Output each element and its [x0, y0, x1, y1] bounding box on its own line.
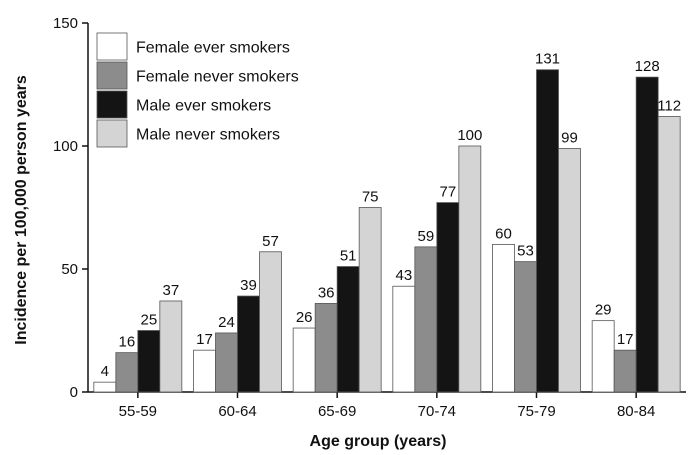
data-label: 39: [240, 277, 257, 294]
legend-swatch: [96, 32, 128, 61]
bar: [115, 352, 139, 393]
data-label: 53: [517, 243, 534, 260]
bar: [414, 246, 438, 393]
data-label: 17: [617, 331, 634, 348]
bar: [392, 285, 416, 393]
legend-swatch: [96, 119, 128, 148]
y-tick-label: 150: [53, 15, 78, 32]
y-axis: 0 50 100 150: [53, 15, 89, 401]
data-label: 4: [101, 363, 109, 380]
legend-label: Female ever smokers: [136, 40, 290, 57]
x-tick-label: 55-59: [119, 403, 157, 420]
y-tick-label: 50: [61, 261, 78, 278]
legend-label: Female never smokers: [136, 69, 299, 86]
data-label: 43: [395, 267, 412, 284]
bar: [514, 261, 537, 393]
bar: [259, 251, 282, 393]
y-tick-label: 100: [53, 138, 78, 155]
y-tick-label: 0: [70, 384, 78, 401]
bar: [635, 76, 659, 393]
bar: [137, 330, 161, 393]
data-label: 29: [595, 302, 612, 319]
bars: [93, 69, 681, 393]
bar: [492, 243, 515, 393]
legend: Female ever smokers Female never smokers M…: [96, 32, 299, 148]
data-label: 16: [118, 334, 135, 351]
data-label: 37: [162, 282, 179, 299]
data-labels: 4 16 25 37 17 24 39 57 26 36 51 75 43 59 77 100 60 53 131 9…: [101, 51, 681, 380]
data-label: 25: [140, 312, 157, 329]
x-tick-label: 60-64: [218, 403, 256, 420]
data-label: 99: [561, 129, 578, 146]
bar: [436, 202, 460, 393]
data-label: 100: [457, 127, 482, 144]
bar: [314, 303, 338, 393]
bar: [458, 145, 482, 393]
data-label: 60: [495, 225, 512, 242]
data-label: 75: [362, 189, 379, 206]
bar: [358, 207, 382, 393]
x-tick-label: 75-79: [517, 403, 555, 420]
data-label: 77: [439, 184, 456, 201]
bar: [657, 116, 681, 393]
bar: [93, 381, 117, 393]
x-axis: 55-59 60-64 65-69 70-74 75-79 80-84: [88, 391, 686, 420]
y-axis-title: Incidence per 100,000 person years: [13, 75, 30, 345]
bar: [558, 148, 581, 393]
data-label: 26: [296, 309, 313, 326]
x-tick-label: 65-69: [318, 403, 356, 420]
legend-swatch: [96, 90, 128, 119]
legend-swatch: [96, 61, 128, 90]
data-label: 112: [657, 97, 681, 114]
data-label: 59: [417, 228, 434, 245]
data-label: 36: [318, 284, 335, 301]
bar: [193, 349, 216, 393]
bar: [613, 349, 637, 393]
data-label: 24: [218, 314, 235, 331]
bar: [336, 266, 360, 393]
data-label: 128: [635, 58, 660, 75]
legend-label: Male ever smokers: [136, 98, 271, 115]
bar: [237, 295, 260, 393]
x-axis-title: Age group (years): [310, 433, 447, 450]
data-label: 17: [196, 331, 213, 348]
x-tick-label: 80-84: [617, 403, 655, 420]
bar: [215, 332, 238, 393]
data-label: 57: [262, 233, 279, 250]
bar: [536, 69, 559, 393]
legend-label: Male never smokers: [136, 127, 280, 144]
data-label: 51: [340, 248, 357, 265]
bar: [591, 320, 615, 393]
data-label: 131: [535, 51, 560, 68]
bar: [292, 327, 316, 393]
x-tick-label: 70-74: [418, 403, 456, 420]
bar: [159, 300, 183, 393]
